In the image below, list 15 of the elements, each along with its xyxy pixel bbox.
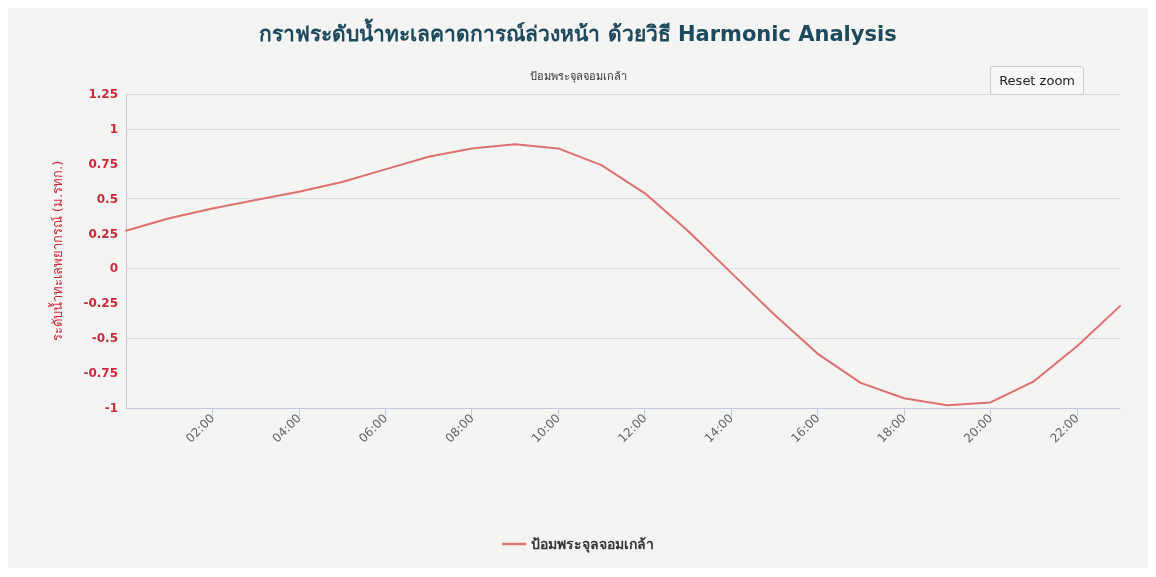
y-tick-label: 0	[109, 261, 118, 276]
y-axis-title: ระดับน้ำทะเลพยากรณ์ (ม.รทก.)	[48, 160, 65, 342]
legend-label: ป้อมพระจุลจอมเกล้า	[531, 536, 654, 553]
y-tick-label: 0.75	[88, 156, 118, 171]
y-tick-label: -0.25	[83, 296, 118, 311]
y-tick-label: -0.75	[83, 366, 118, 381]
y-tick-label: -1	[104, 401, 118, 415]
reset-zoom-button: Reset zoom	[990, 66, 1084, 95]
chart-title: กราฟระดับน้ำทะเลคาดการณ์ล่วงหน้า ด้วยวิธี Harmonic Analysis	[259, 17, 897, 46]
y-tick-label: 0.25	[88, 226, 118, 241]
y-tick-label: 1.25	[88, 87, 118, 101]
chart-subtitle: ป้อมพระจุลจอมเกล้า	[529, 70, 627, 83]
y-tick-label: 1	[109, 121, 118, 136]
y-tick-label: 0.5	[96, 191, 118, 206]
y-tick-label: -0.5	[91, 331, 118, 346]
